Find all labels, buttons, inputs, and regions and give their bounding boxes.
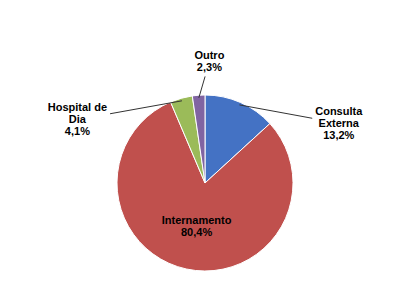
category-label: Outro	[194, 49, 224, 61]
slice-label: Hospital deDia4,1%	[48, 101, 107, 137]
category-label-line: Internamento	[162, 214, 232, 226]
pie-chart: ConsultaExterna13,2% Internamento80,4% Hos…	[0, 0, 409, 289]
value-label: 2,3%	[197, 61, 222, 73]
slice-label: ConsultaExterna13,2%	[315, 105, 363, 141]
pie-slice	[171, 96, 205, 183]
value-label: 4,1%	[65, 125, 90, 137]
category-label: Hospital deDia	[48, 101, 107, 125]
pie-slice	[192, 95, 205, 183]
leader-line	[239, 105, 312, 118]
category-label-line: Outro	[194, 49, 224, 61]
category-label-line: Hospital de	[48, 101, 107, 113]
category-label-line: Externa	[319, 117, 360, 129]
slice-label: Internamento80,4%	[162, 214, 232, 238]
category-label-line: Dia	[69, 113, 87, 125]
category-label-line: Consulta	[315, 105, 363, 117]
leader-line	[110, 101, 182, 114]
value-label: 13,2%	[323, 129, 354, 141]
category-label: ConsultaExterna	[315, 105, 363, 129]
category-label: Internamento	[162, 214, 232, 226]
chart-container: ConsultaExterna13,2% Internamento80,4% Hos…	[0, 0, 409, 289]
value-label: 80,4%	[181, 226, 212, 238]
labels: ConsultaExterna13,2% Internamento80,4% Hos…	[48, 49, 363, 238]
slice-label: Outro2,3%	[194, 49, 224, 73]
leader-line	[199, 76, 205, 97]
slices	[117, 95, 293, 271]
